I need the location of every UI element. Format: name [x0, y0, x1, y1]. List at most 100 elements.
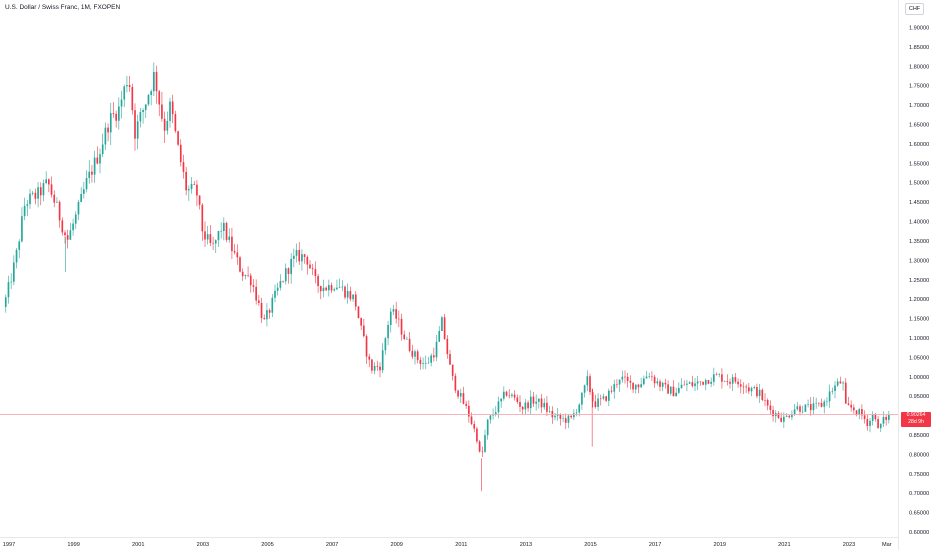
candle-body — [726, 381, 729, 382]
candle-body — [621, 376, 624, 380]
price-tick-label: 0.85000 — [909, 433, 929, 439]
candle-body — [812, 403, 815, 411]
candle-body — [634, 384, 637, 390]
candle-body — [731, 377, 734, 384]
candle-body — [416, 351, 419, 360]
candle-body — [694, 383, 696, 387]
time-tick-label: 2021 — [778, 542, 790, 548]
price-tick-label: 1.45000 — [909, 200, 929, 206]
candle-body — [231, 236, 233, 252]
candle-body — [500, 398, 502, 402]
candle-body — [683, 384, 686, 386]
candle-body — [395, 309, 397, 319]
candle-body — [274, 290, 276, 298]
candle-body — [888, 414, 890, 420]
candle-body — [266, 310, 268, 320]
candle-body — [228, 236, 231, 240]
candle-body — [855, 410, 858, 415]
candle-body — [804, 404, 807, 412]
candle-body — [753, 387, 756, 388]
candle-body — [26, 204, 29, 206]
candle-body — [66, 235, 69, 240]
candle-body — [729, 381, 731, 384]
time-tick-label: 2009 — [390, 542, 402, 548]
candle-body — [538, 398, 540, 402]
candle-body — [282, 281, 284, 282]
candle-body — [21, 216, 23, 242]
candle-body — [618, 379, 621, 385]
time-tick-label: 2017 — [649, 542, 661, 548]
price-tick-label: 0.75000 — [909, 472, 929, 478]
candle-body — [713, 374, 715, 382]
price-tick-label: 0.95000 — [909, 394, 929, 400]
candle-body — [785, 415, 788, 417]
candle-body — [328, 285, 330, 291]
candle-body — [839, 381, 842, 384]
candle-body — [284, 268, 287, 282]
candle-body — [61, 220, 64, 233]
candle-body — [661, 382, 664, 387]
candle-body — [39, 187, 42, 196]
price-tick-label: 1.50000 — [909, 181, 929, 187]
bar-countdown: 28d 9h — [908, 419, 924, 425]
candle-body — [834, 385, 836, 392]
candle-body — [629, 380, 632, 383]
candle-body — [672, 386, 675, 397]
candle-body — [287, 268, 290, 274]
candle-body — [468, 405, 470, 417]
candle-body — [494, 412, 497, 415]
candle-body — [484, 435, 486, 452]
candle-body — [309, 264, 311, 269]
candle-body — [853, 407, 855, 411]
price-tick-label: 1.35000 — [909, 239, 929, 245]
candle-body — [780, 417, 782, 422]
candle-body — [562, 418, 564, 419]
candle-body — [441, 317, 443, 332]
candle-body — [766, 400, 769, 406]
candle-body — [769, 405, 772, 411]
candle-body — [201, 204, 204, 232]
candle-body — [578, 404, 581, 413]
time-tick-label: 2007 — [326, 542, 338, 548]
candle-body — [503, 391, 505, 399]
candle-body — [465, 403, 467, 406]
candle-body — [295, 249, 298, 256]
candle-body — [360, 318, 362, 326]
candle-body — [632, 382, 634, 390]
candle-body — [882, 416, 885, 424]
currency-badge[interactable]: CHF — [905, 3, 924, 15]
candle-body — [311, 268, 314, 270]
candle-body — [807, 404, 809, 405]
candle-body — [591, 392, 594, 402]
candle-body — [112, 113, 115, 114]
candle-body — [696, 381, 699, 384]
candle-body — [551, 411, 554, 418]
candle-body — [379, 366, 381, 371]
candle-body — [72, 223, 74, 231]
candle-body — [616, 384, 618, 385]
candle-body — [214, 240, 217, 244]
candle-body — [322, 287, 325, 292]
candle-body — [268, 310, 271, 313]
candle-body — [419, 359, 422, 364]
price-tick-label: 0.80000 — [909, 452, 929, 458]
candle-body — [255, 286, 257, 301]
candle-body — [120, 99, 123, 107]
time-tick-label: 2011 — [455, 542, 467, 548]
candle-body — [831, 391, 834, 392]
candle-body — [637, 384, 640, 388]
candle-body — [783, 416, 785, 422]
candle-body — [454, 375, 457, 391]
candle-body — [290, 258, 292, 274]
candle-body — [430, 355, 432, 363]
candle-body — [820, 402, 823, 407]
candle-body — [381, 350, 384, 371]
candle-body — [699, 381, 702, 383]
candle-body — [233, 251, 236, 253]
candle-body — [624, 376, 626, 378]
candle-body — [567, 415, 570, 423]
candle-body — [398, 318, 400, 320]
price-tick-label: 0.60000 — [909, 530, 929, 536]
candle-body — [408, 338, 411, 351]
